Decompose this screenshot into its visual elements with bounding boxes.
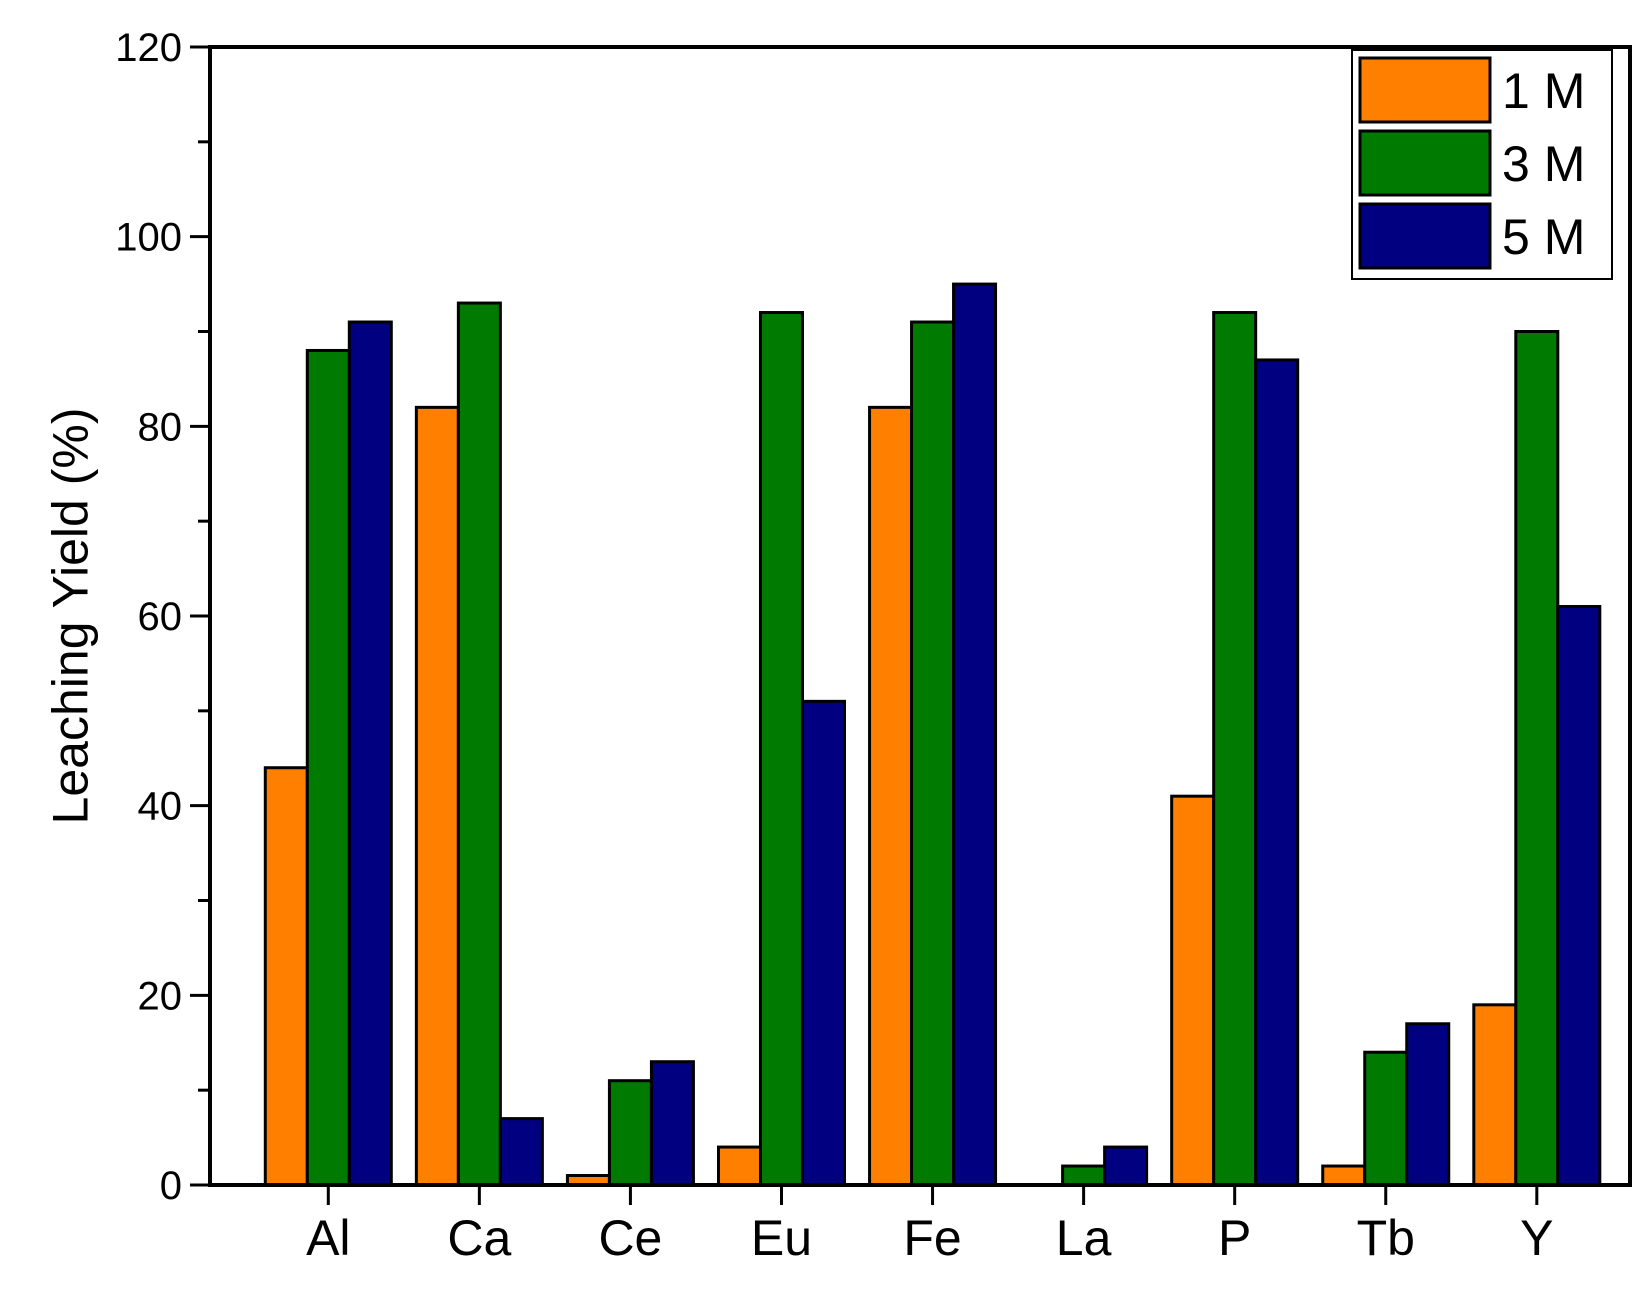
x-tick-label-ce: Ce [598, 1210, 662, 1266]
bar-ca-3m [456, 301, 502, 1187]
bar-eu-1m [716, 1145, 762, 1187]
bar-tb-3m [1363, 1050, 1409, 1187]
bar-eu-5m [800, 699, 846, 1187]
x-tick-label-y: Y [1520, 1210, 1553, 1266]
bar-ce-3m [607, 1079, 653, 1187]
x-tick-label-al: Al [306, 1210, 350, 1266]
x-tick-label-tb: Tb [1357, 1210, 1415, 1266]
bar-p-3m [1212, 311, 1258, 1187]
y-tick-label: 60 [138, 595, 183, 639]
bar-fe-3m [910, 320, 956, 1187]
y-tick-label: 100 [115, 216, 182, 260]
bar-ce-5m [649, 1060, 695, 1187]
bar-eu-3m [758, 311, 804, 1187]
legend-label-3m: 3 M [1502, 136, 1585, 192]
legend: 1 M 3 M 5 M [1351, 49, 1613, 280]
legend-swatch-1m [1358, 56, 1492, 124]
bar-p-1m [1170, 794, 1216, 1187]
legend-swatch-5m [1358, 202, 1492, 270]
bar-tb-1m [1321, 1164, 1367, 1187]
bar-fe-5m [952, 282, 998, 1187]
bar-p-5m [1254, 358, 1300, 1187]
x-tick-label-fe: Fe [903, 1210, 961, 1266]
bar-ca-1m [414, 405, 460, 1187]
x-axis: Al Ca Ce Eu Fe La P Tb Y [306, 1185, 1553, 1266]
legend-label-1m: 1 M [1502, 63, 1585, 119]
legend-label-5m: 5 M [1502, 209, 1585, 265]
bar-al-3m [305, 348, 351, 1187]
y-tick-label: 20 [138, 974, 183, 1018]
y-axis-title: Leaching Yield (%) [43, 408, 99, 825]
y-tick-label: 40 [138, 785, 183, 829]
y-tick-label: 0 [160, 1164, 182, 1208]
x-tick-label-p: P [1218, 1210, 1251, 1266]
x-tick-label-ca: Ca [447, 1210, 511, 1266]
bar-la-3m [1061, 1164, 1107, 1187]
y-tick-label: 80 [138, 405, 183, 449]
bars-layer [263, 282, 1602, 1187]
bar-ca-5m [498, 1117, 544, 1187]
bar-la-5m [1103, 1145, 1149, 1187]
bar-y-1m [1472, 1003, 1518, 1187]
bar-al-1m [263, 766, 309, 1187]
bar-tb-5m [1405, 1022, 1451, 1187]
bar-al-5m [347, 320, 393, 1187]
x-tick-label-la: La [1056, 1210, 1112, 1266]
bar-fe-1m [868, 405, 914, 1187]
x-tick-label-eu: Eu [751, 1210, 812, 1266]
y-tick-label: 120 [115, 26, 182, 70]
bar-y-5m [1556, 605, 1602, 1187]
bar-y-3m [1514, 330, 1560, 1187]
y-axis: 0 20 40 60 80 100 120 [115, 26, 210, 1208]
legend-swatch-3m [1358, 129, 1492, 197]
